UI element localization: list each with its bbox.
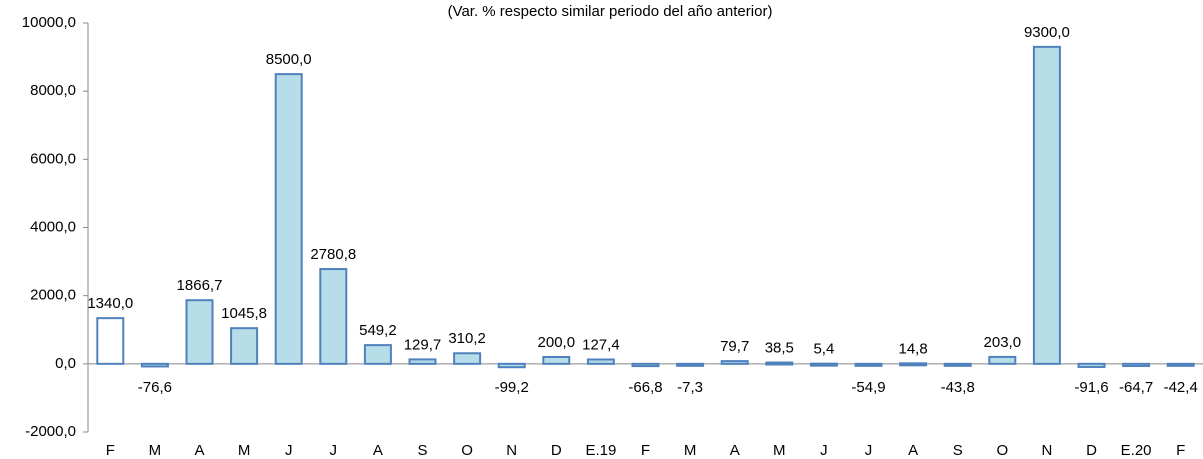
- value-label: -64,7: [1119, 379, 1153, 396]
- bar: [185, 299, 214, 365]
- value-label: -7,3: [677, 379, 703, 396]
- bar: [720, 360, 749, 365]
- bar: [542, 356, 571, 365]
- x-tick-label: N: [1041, 442, 1052, 459]
- y-tick-label: 8000,0: [30, 82, 76, 99]
- x-tick-label: E.19: [585, 442, 616, 459]
- x-tick-label: S: [953, 442, 963, 459]
- value-label: 5,4: [813, 341, 834, 358]
- x-tick-label: J: [330, 442, 338, 459]
- value-label: -43,8: [941, 379, 975, 396]
- bar: [1122, 362, 1151, 368]
- value-label: -42,4: [1164, 379, 1198, 396]
- x-tick-label: M: [773, 442, 786, 459]
- value-label: 127,4: [582, 336, 620, 353]
- x-tick-label: J: [820, 442, 828, 459]
- bar: [943, 362, 972, 367]
- value-label: 1340,0: [87, 295, 133, 312]
- bar: [1032, 45, 1061, 365]
- y-tick-label: 4000,0: [30, 218, 76, 235]
- value-label: 9300,0: [1024, 24, 1070, 41]
- bar: [140, 362, 169, 368]
- value-label: -76,6: [138, 379, 172, 396]
- value-label: -91,6: [1074, 379, 1108, 396]
- bar: [230, 327, 259, 365]
- y-tick-label: 6000,0: [30, 150, 76, 167]
- bar: [319, 268, 348, 365]
- bar: [631, 362, 660, 368]
- y-tick-label: 0,0: [55, 355, 76, 372]
- value-label: 310,2: [448, 330, 486, 347]
- bar: [899, 362, 928, 367]
- x-tick-label: M: [684, 442, 697, 459]
- x-tick-label: D: [1086, 442, 1097, 459]
- x-tick-label: F: [641, 442, 650, 459]
- x-tick-label: F: [106, 442, 115, 459]
- value-label: 1045,8: [221, 305, 267, 322]
- value-label: 549,2: [359, 322, 397, 339]
- y-tick-label: 2000,0: [30, 287, 76, 304]
- bar: [1077, 362, 1106, 368]
- value-label: -54,9: [851, 379, 885, 396]
- bar: [96, 317, 125, 365]
- bar: [988, 355, 1017, 365]
- value-label: -99,2: [495, 379, 529, 396]
- x-tick-label: A: [730, 442, 740, 459]
- value-label: 200,0: [538, 334, 576, 351]
- x-tick-label: N: [506, 442, 517, 459]
- bar: [765, 361, 794, 366]
- x-tick-label: D: [551, 442, 562, 459]
- bar: [809, 362, 838, 367]
- value-label: 1866,7: [177, 277, 223, 294]
- bar: [453, 352, 482, 365]
- bar: [676, 362, 705, 367]
- x-tick-label: O: [996, 442, 1008, 459]
- bar: [497, 362, 526, 369]
- x-tick-label: J: [285, 442, 293, 459]
- value-label: 8500,0: [266, 51, 312, 68]
- x-tick-label: A: [373, 442, 383, 459]
- value-label: 79,7: [720, 338, 749, 355]
- x-tick-label: M: [149, 442, 162, 459]
- x-tick-label: F: [1176, 442, 1185, 459]
- value-label: 129,7: [404, 336, 442, 353]
- bar: [586, 358, 615, 365]
- x-tick-label: J: [865, 442, 873, 459]
- bar: [363, 344, 392, 365]
- x-tick-label: M: [238, 442, 251, 459]
- x-tick-label: A: [194, 442, 204, 459]
- y-tick-label: 10000,0: [22, 14, 76, 31]
- value-label: 14,8: [898, 340, 927, 357]
- x-tick-label: A: [908, 442, 918, 459]
- x-tick-label: O: [461, 442, 473, 459]
- y-tick-label: -2000,0: [25, 423, 76, 440]
- value-label: 203,0: [984, 334, 1022, 351]
- bar: [1166, 362, 1195, 367]
- bar: [408, 358, 437, 365]
- value-label: -66,8: [628, 379, 662, 396]
- value-label: 38,5: [765, 339, 794, 356]
- chart-title: (Var. % respecto similar periodo del año…: [448, 3, 773, 20]
- bar: [274, 73, 303, 365]
- bar: [854, 362, 883, 367]
- x-tick-label: S: [417, 442, 427, 459]
- value-label: 2780,8: [310, 246, 356, 263]
- x-tick-label: E.20: [1121, 442, 1152, 459]
